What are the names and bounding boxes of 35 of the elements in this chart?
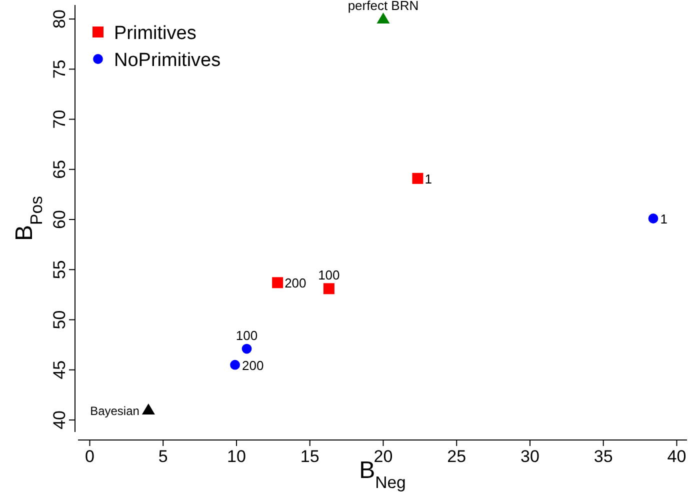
y-tick-label: 55 bbox=[50, 260, 69, 280]
x-tick-label: 25 bbox=[447, 447, 466, 466]
point bbox=[648, 214, 658, 224]
x-tick-label: 0 bbox=[85, 447, 94, 466]
y-tick-label: 80 bbox=[50, 10, 69, 28]
point bbox=[412, 172, 424, 184]
annotation: 100 bbox=[236, 328, 258, 343]
annotation: 1 bbox=[660, 212, 668, 226]
x-tick-label: 5 bbox=[158, 447, 168, 466]
annotation: perfect BRN bbox=[348, 0, 419, 14]
y-tick-label: 40 bbox=[50, 410, 69, 430]
y-tick-label: 70 bbox=[50, 110, 69, 129]
x-tick-label: 30 bbox=[520, 447, 540, 466]
y-tick-label: 75 bbox=[50, 60, 69, 79]
annotation: 1 bbox=[424, 171, 432, 186]
point bbox=[272, 277, 284, 288]
y-tick-label: 60 bbox=[50, 210, 69, 229]
y-tick-label: 50 bbox=[50, 310, 69, 330]
point bbox=[376, 12, 390, 24]
point bbox=[242, 344, 252, 354]
x-tick-label: 10 bbox=[227, 447, 246, 466]
annotation: 100 bbox=[318, 268, 340, 283]
legend-label: NoPrimitives bbox=[114, 50, 221, 71]
point bbox=[142, 403, 155, 414]
annotation: 200 bbox=[284, 276, 306, 291]
x-tick-label: 15 bbox=[300, 447, 320, 466]
point bbox=[230, 360, 240, 370]
x-tick-label: 40 bbox=[667, 447, 686, 466]
point bbox=[323, 283, 334, 294]
annotation: Bayesian bbox=[90, 404, 140, 418]
y-tick-label: 65 bbox=[50, 160, 69, 179]
annotation: 200 bbox=[242, 358, 264, 373]
y-tick-label: 45 bbox=[50, 360, 69, 380]
x-tick-label: 35 bbox=[594, 447, 613, 466]
legend-label: Primitives bbox=[114, 23, 196, 44]
